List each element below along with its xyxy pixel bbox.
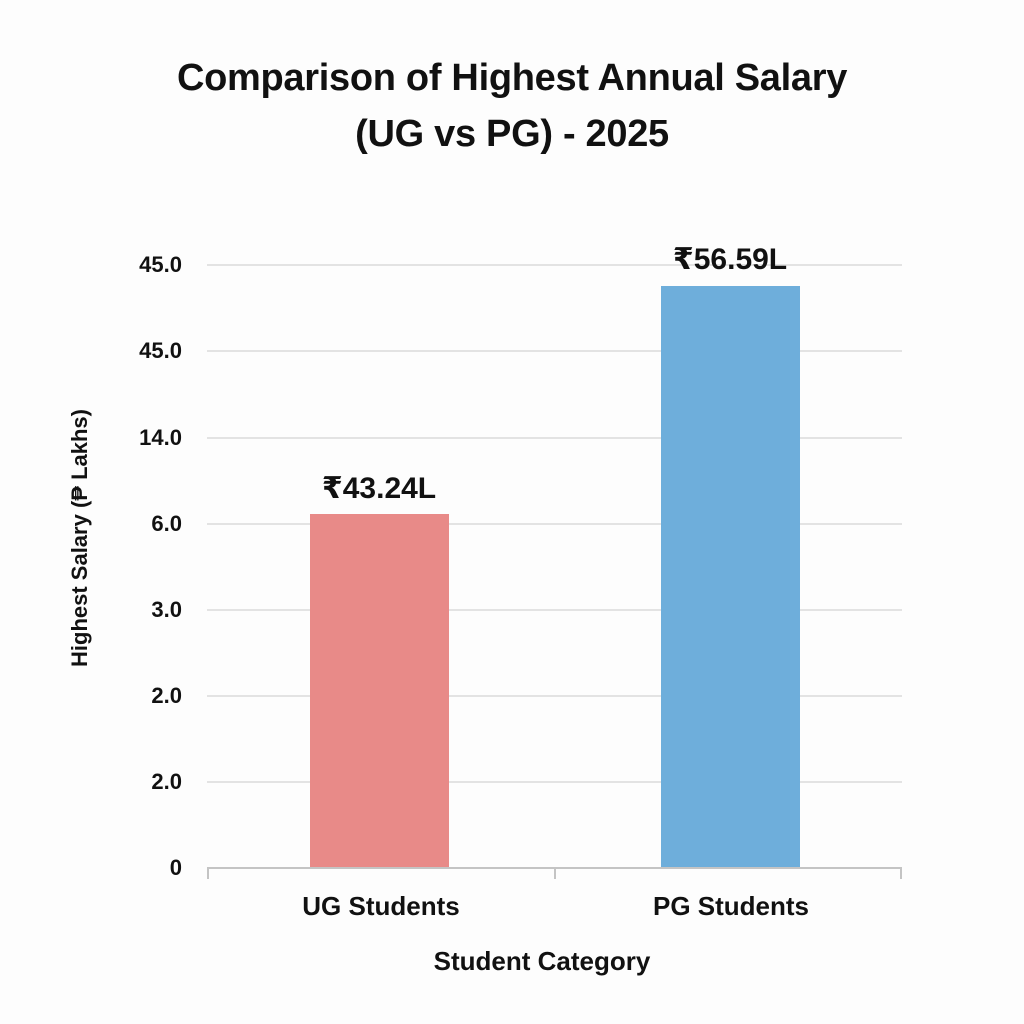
gridline: [207, 695, 902, 697]
y-tick-label: 2.0: [151, 683, 182, 708]
bar-value-label-pg: ₹56.59L: [672, 243, 788, 276]
y-axis-title: Highest Salary (₱ Lakhs): [67, 409, 92, 667]
bar-ug-students: [310, 514, 449, 868]
gridline: [207, 350, 902, 352]
gridline: [207, 264, 902, 266]
x-tick-label-ug: UG Students: [302, 891, 460, 921]
gridline: [207, 781, 902, 783]
y-tick-label: 14.0: [139, 425, 182, 450]
x-tick-label-pg: PG Students: [652, 891, 809, 921]
x-tick-mark: [554, 867, 556, 879]
gridline: [207, 437, 902, 439]
chart-title-line-1: Comparison of Highest Annual Salary: [176, 57, 848, 99]
chart-title: Comparison of Highest Annual Salary (UG …: [0, 50, 1024, 162]
chart-title-line-2: (UG vs PG) - 2025: [355, 113, 669, 155]
y-tick-label: 6.0: [151, 511, 182, 536]
x-tick-mark: [207, 867, 209, 879]
x-axis-title: Student Category: [433, 946, 651, 976]
gridline: [207, 609, 902, 611]
y-tick-label: 45.0: [139, 252, 182, 277]
y-tick-label: 0: [169, 855, 182, 880]
bar-pg-students: [661, 286, 800, 868]
y-tick-label: 3.0: [151, 597, 182, 622]
y-tick-label: 45.0: [139, 338, 182, 363]
y-tick-label: 2.0: [151, 769, 182, 794]
x-tick-mark: [900, 867, 902, 879]
gridline: [207, 523, 902, 525]
bar-value-label-ug: ₹43.24L: [321, 472, 437, 505]
